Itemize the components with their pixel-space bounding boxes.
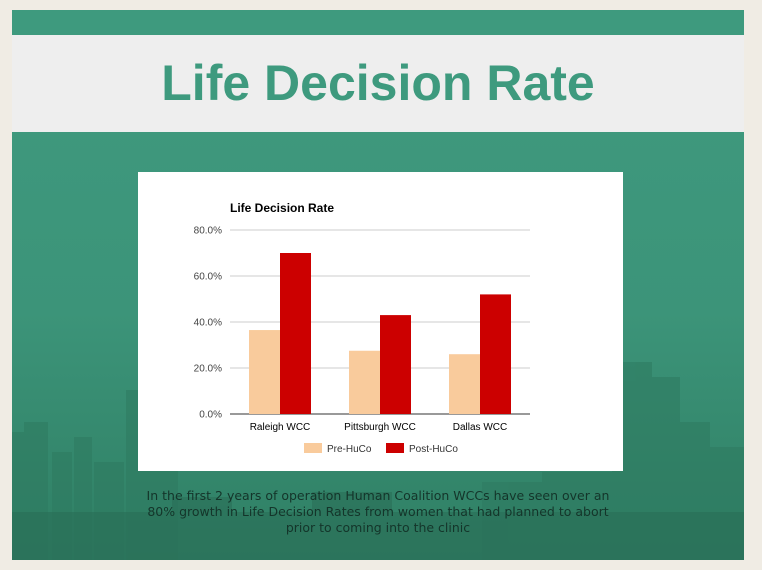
y-tick-label: 80.0%	[194, 226, 222, 237]
bar-post-huco-0	[280, 253, 311, 414]
y-tick-label: 40.0%	[194, 318, 222, 329]
y-tick-label: 0.0%	[199, 410, 222, 421]
legend: Pre-HuCo Post-HuCo	[304, 443, 458, 455]
chart-card: Life Decision Rate 0.0% 20.0% 40.0% 60.0% 80…	[138, 172, 623, 471]
slide: Life Decision Rate Life Decision Rate 0.…	[12, 10, 744, 560]
y-tick-label: 60.0%	[194, 272, 222, 283]
chart-title: Life Decision Rate	[230, 201, 334, 215]
y-axis-ticks: 0.0% 20.0% 40.0% 60.0% 80.0%	[194, 226, 222, 421]
top-accent-band	[12, 10, 744, 35]
page-title: Life Decision Rate	[161, 55, 595, 111]
x-tick-label: Raleigh WCC	[250, 422, 311, 433]
bar-post-huco-1	[380, 315, 411, 414]
y-tick-label: 20.0%	[194, 364, 222, 375]
x-tick-label: Dallas WCC	[453, 422, 507, 433]
bar-pre-huco-1	[349, 350, 380, 414]
x-axis-ticks: Raleigh WCC Pittsburgh WCC Dallas WCC	[250, 422, 508, 433]
title-bar: Life Decision Rate	[12, 35, 744, 132]
legend-swatch-1	[386, 443, 404, 453]
legend-label-1: Post-HuCo	[409, 444, 458, 455]
bar-post-huco-2	[480, 294, 511, 414]
legend-label-0: Pre-HuCo	[327, 444, 372, 455]
bar-chart: Life Decision Rate 0.0% 20.0% 40.0% 60.0% 80…	[194, 201, 530, 455]
x-tick-label: Pittsburgh WCC	[344, 422, 416, 433]
bar-pre-huco-2	[449, 354, 480, 414]
bar-pre-huco-0	[249, 330, 280, 414]
bars	[249, 253, 511, 414]
slide-caption: In the first 2 years of operation Human …	[146, 488, 610, 535]
legend-swatch-0	[304, 443, 322, 453]
